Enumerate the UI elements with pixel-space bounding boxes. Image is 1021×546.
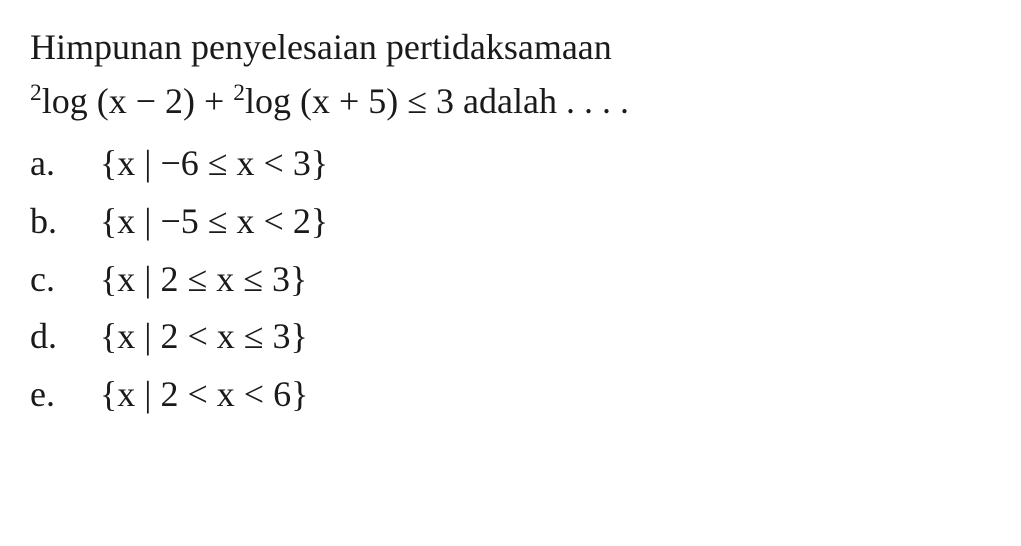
option-letter-c: c.	[30, 252, 100, 308]
option-d: d. {x | 2 < x ≤ 3}	[30, 309, 991, 365]
option-letter-e: e.	[30, 367, 100, 423]
option-c: c. {x | 2 ≤ x ≤ 3}	[30, 252, 991, 308]
option-a: a. {x | −6 ≤ x < 3}	[30, 136, 991, 192]
option-e: e. {x | 2 < x < 6}	[30, 367, 991, 423]
question-line2: 2log (x − 2) + 2log (x + 5) ≤ 3 adalah .…	[30, 74, 991, 128]
question-part1: log (x − 2) +	[42, 81, 234, 121]
option-text-e: {x | 2 < x < 6}	[100, 367, 991, 423]
option-text-c: {x | 2 ≤ x ≤ 3}	[100, 252, 991, 308]
superscript-base-2: 2	[233, 80, 245, 106]
option-text-a: {x | −6 ≤ x < 3}	[100, 136, 991, 192]
question-text: Himpunan penyelesaian pertidaksamaan 2lo…	[30, 20, 991, 128]
question-line1: Himpunan penyelesaian pertidaksamaan	[30, 20, 991, 74]
option-b: b. {x | −5 ≤ x < 2}	[30, 194, 991, 250]
superscript-base-1: 2	[30, 80, 42, 106]
question-part2: log (x + 5) ≤ 3 adalah . . . .	[245, 81, 629, 121]
options-list: a. {x | −6 ≤ x < 3} b. {x | −5 ≤ x < 2} …	[30, 136, 991, 423]
option-text-b: {x | −5 ≤ x < 2}	[100, 194, 991, 250]
option-text-d: {x | 2 < x ≤ 3}	[100, 309, 991, 365]
option-letter-b: b.	[30, 194, 100, 250]
option-letter-a: a.	[30, 136, 100, 192]
option-letter-d: d.	[30, 309, 100, 365]
